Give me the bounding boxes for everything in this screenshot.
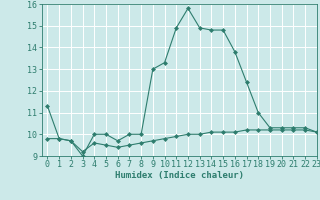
X-axis label: Humidex (Indice chaleur): Humidex (Indice chaleur): [115, 171, 244, 180]
